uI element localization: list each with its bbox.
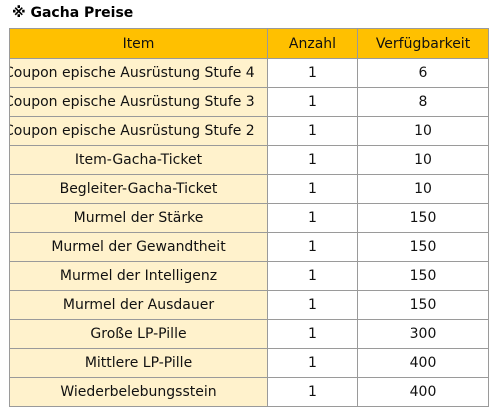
table-row: Murmel der Ausdauer 1 150 — [9, 290, 489, 320]
anzahl-cell: 1 — [267, 145, 358, 175]
verfuegbarkeit-cell: 150 — [357, 232, 489, 262]
item-cell: Item-Gacha-Ticket — [9, 145, 268, 175]
item-cell: Coupon epische Ausrüstung Stufe 2 — [9, 116, 268, 146]
anzahl-cell: 1 — [267, 87, 358, 117]
anzahl-cell: 1 — [267, 261, 358, 291]
gacha-prices-table: Item Anzahl Verfügbarkeit Coupon epische… — [9, 28, 489, 407]
verfuegbarkeit-cell: 10 — [357, 116, 489, 146]
anzahl-cell: 1 — [267, 232, 358, 262]
verfuegbarkeit-cell: 150 — [357, 290, 489, 320]
table-row: Mittlere LP-Pille 1 400 — [9, 348, 489, 378]
item-cell: Begleiter-Gacha-Ticket — [9, 174, 268, 204]
item-cell: Wiederbelebungsstein — [9, 377, 268, 407]
table-row: Murmel der Intelligenz 1 150 — [9, 261, 489, 291]
item-cell: Coupon epische Ausrüstung Stufe 3 — [9, 87, 268, 117]
table-row: Murmel der Stärke 1 150 — [9, 203, 489, 233]
header-verfuegbarkeit: Verfügbarkeit — [357, 28, 489, 59]
page-title: ※ Gacha Preise — [12, 5, 134, 21]
table-row: Murmel der Gewandtheit 1 150 — [9, 232, 489, 262]
item-cell: Mittlere LP-Pille — [9, 348, 268, 378]
verfuegbarkeit-cell: 300 — [357, 319, 489, 349]
anzahl-cell: 1 — [267, 116, 358, 146]
item-cell: Murmel der Intelligenz — [9, 261, 268, 291]
item-cell: Große LP-Pille — [9, 319, 268, 349]
verfuegbarkeit-cell: 400 — [357, 348, 489, 378]
table-header-row: Item Anzahl Verfügbarkeit — [9, 28, 489, 59]
verfuegbarkeit-cell: 6 — [357, 58, 489, 88]
anzahl-cell: 1 — [267, 203, 358, 233]
anzahl-cell: 1 — [267, 290, 358, 320]
verfuegbarkeit-cell: 10 — [357, 174, 489, 204]
table-row: Coupon epische Ausrüstung Stufe 3 1 8 — [9, 87, 489, 117]
item-cell: Murmel der Ausdauer — [9, 290, 268, 320]
header-item: Item — [9, 28, 268, 59]
verfuegbarkeit-cell: 150 — [357, 261, 489, 291]
table-row: Wiederbelebungsstein 1 400 — [9, 377, 489, 407]
table-row: Große LP-Pille 1 300 — [9, 319, 489, 349]
anzahl-cell: 1 — [267, 58, 358, 88]
table-row: Coupon epische Ausrüstung Stufe 2 1 10 — [9, 116, 489, 146]
table-row: Item-Gacha-Ticket 1 10 — [9, 145, 489, 175]
verfuegbarkeit-cell: 150 — [357, 203, 489, 233]
table-row: Begleiter-Gacha-Ticket 1 10 — [9, 174, 489, 204]
verfuegbarkeit-cell: 10 — [357, 145, 489, 175]
verfuegbarkeit-cell: 8 — [357, 87, 489, 117]
anzahl-cell: 1 — [267, 174, 358, 204]
verfuegbarkeit-cell: 400 — [357, 377, 489, 407]
header-anzahl: Anzahl — [267, 28, 358, 59]
anzahl-cell: 1 — [267, 377, 358, 407]
anzahl-cell: 1 — [267, 348, 358, 378]
table-row: Coupon epische Ausrüstung Stufe 4 1 6 — [9, 58, 489, 88]
anzahl-cell: 1 — [267, 319, 358, 349]
item-cell: Murmel der Gewandtheit — [9, 232, 268, 262]
item-cell: Coupon epische Ausrüstung Stufe 4 — [9, 58, 268, 88]
item-cell: Murmel der Stärke — [9, 203, 268, 233]
